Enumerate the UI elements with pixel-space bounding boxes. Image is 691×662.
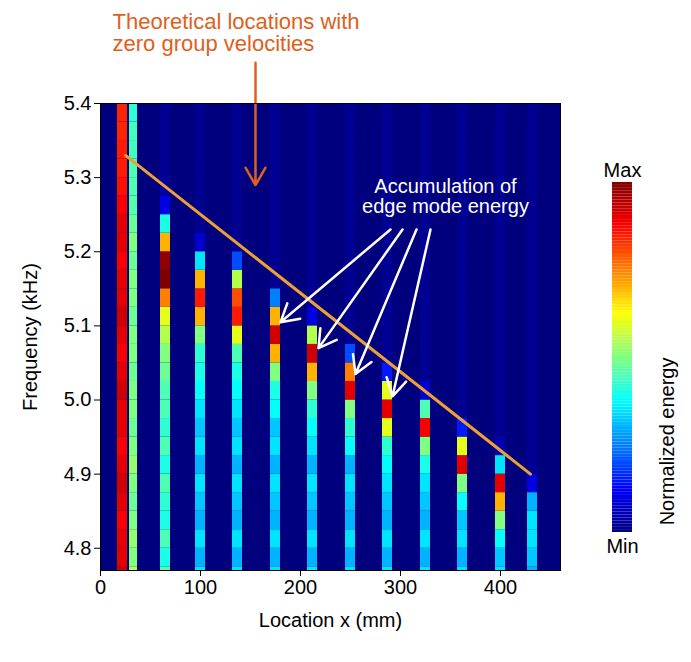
svg-text:5.4: 5.4 — [64, 92, 92, 114]
svg-text:Location x (mm): Location x (mm) — [259, 609, 402, 631]
svg-text:5.0: 5.0 — [64, 388, 92, 410]
svg-text:5.3: 5.3 — [64, 166, 92, 188]
svg-text:4.8: 4.8 — [64, 537, 92, 559]
svg-text:Accumulation ofedge mode energ: Accumulation ofedge mode energy — [362, 175, 529, 217]
svg-text:100: 100 — [184, 576, 217, 598]
svg-text:200: 200 — [284, 576, 317, 598]
svg-text:Frequency (kHz): Frequency (kHz) — [19, 263, 41, 411]
svg-text:300: 300 — [384, 576, 417, 598]
svg-text:400: 400 — [484, 576, 517, 598]
svg-text:0: 0 — [95, 576, 106, 598]
svg-text:5.1: 5.1 — [64, 314, 92, 336]
svg-text:4.9: 4.9 — [64, 463, 92, 485]
svg-text:Theoretical locations withzero: Theoretical locations withzero group vel… — [113, 9, 360, 56]
svg-text:5.2: 5.2 — [64, 240, 92, 262]
svg-text:Max: Max — [604, 160, 642, 181]
svg-text:Normalized energy: Normalized energy — [656, 358, 678, 526]
svg-text:Min: Min — [606, 535, 638, 557]
